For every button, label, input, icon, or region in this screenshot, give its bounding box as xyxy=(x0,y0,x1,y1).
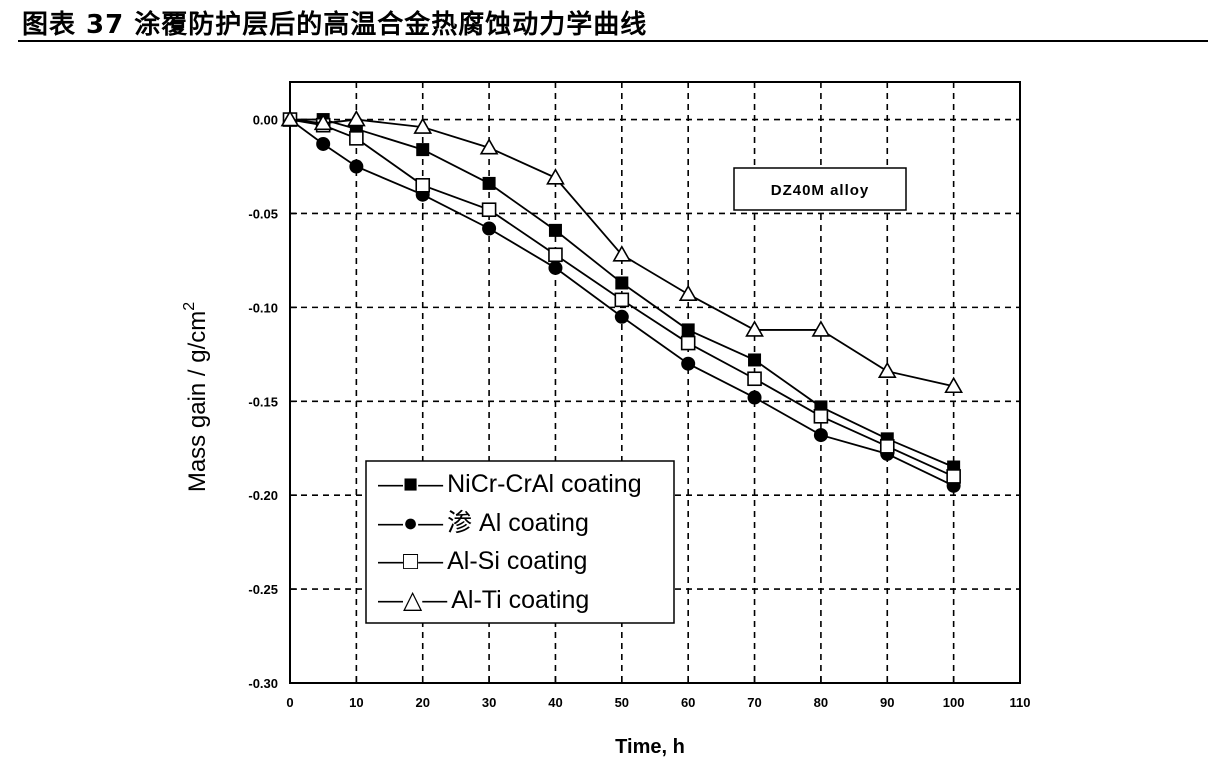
data-point xyxy=(747,390,762,405)
legend-entry-al: —●— 渗 Al coating xyxy=(378,509,589,537)
data-point xyxy=(614,292,630,308)
data-point xyxy=(747,371,762,387)
data-point xyxy=(681,356,696,371)
x-axis-title: Time, h xyxy=(615,736,685,758)
data-point xyxy=(678,284,698,302)
data-point xyxy=(481,202,497,218)
data-point xyxy=(614,309,629,324)
data-point xyxy=(680,335,696,351)
data-point xyxy=(349,131,364,146)
title-rule xyxy=(18,40,1208,42)
legend-entry-al-ti: —△— Al-Ti coating xyxy=(378,586,589,614)
data-point xyxy=(748,353,762,367)
data-point xyxy=(482,176,496,190)
data-point xyxy=(413,117,433,134)
data-point xyxy=(548,260,563,275)
x-tick-label: 40 xyxy=(548,695,562,710)
x-tick-label: 10 xyxy=(349,695,363,710)
annotation-text: DZ40M alloy xyxy=(771,182,870,199)
x-tick-label: 70 xyxy=(747,695,761,710)
data-point xyxy=(745,320,764,337)
legend: —■— NiCr-CrAl coating —●— 渗 Al coating —□—… xyxy=(365,460,675,624)
y-axis-title: Mass gain / g/cm2 xyxy=(181,302,211,492)
y-tick-label: -0.10 xyxy=(248,300,278,315)
data-point xyxy=(615,276,629,290)
data-point xyxy=(813,409,829,424)
data-point xyxy=(416,143,430,157)
y-tick-label: 0.00 xyxy=(253,113,278,128)
series-3 xyxy=(282,112,961,484)
data-point xyxy=(612,245,632,262)
data-point xyxy=(879,439,895,454)
data-point xyxy=(346,109,366,127)
data-point xyxy=(681,323,695,337)
y-tick-label: -0.30 xyxy=(248,676,278,691)
data-point xyxy=(280,109,300,127)
y-tick-label: -0.05 xyxy=(248,206,278,221)
data-point xyxy=(944,376,964,394)
data-point xyxy=(877,361,897,379)
data-point xyxy=(813,428,828,443)
data-point xyxy=(548,247,563,263)
annotation-box: DZ40M alloy xyxy=(733,167,907,211)
data-point xyxy=(415,177,431,193)
figure-title: 图表 37 涂覆防护层后的高温合金热腐蚀动力学曲线 xyxy=(22,10,648,40)
y-tick-label: -0.20 xyxy=(248,488,278,503)
series-4 xyxy=(280,109,964,394)
data-point xyxy=(479,138,499,155)
legend-entry-nicr-cral: —■— NiCr-CrAl coating xyxy=(378,470,642,498)
plot-frame xyxy=(289,81,1021,684)
x-tick-label: 60 xyxy=(681,695,695,710)
legend-frame xyxy=(365,460,675,624)
data-point xyxy=(313,113,333,131)
y-tick-label: -0.15 xyxy=(248,394,278,409)
x-tick-label: 30 xyxy=(482,695,496,710)
x-tick-label: 50 xyxy=(615,695,629,710)
data-point xyxy=(482,221,497,236)
y-tick-label: -0.25 xyxy=(248,582,278,597)
x-tick-label: 80 xyxy=(814,695,828,710)
x-tick-label: 90 xyxy=(880,695,894,710)
x-tick-label: 110 xyxy=(1010,695,1031,710)
axis-ticks: 0 10 20 30 40 50 60 70 80 90 100 110 0.00 -0.05 -0.10 -… xyxy=(248,113,1030,710)
annotation-frame xyxy=(733,167,907,211)
data-point xyxy=(316,136,331,151)
data-point xyxy=(349,159,364,174)
data-point xyxy=(946,469,961,484)
data-point xyxy=(811,320,831,337)
x-tick-label: 0 xyxy=(286,695,293,710)
x-tick-label: 20 xyxy=(415,695,429,710)
legend-entry-al-si: —□— Al-Si coating xyxy=(378,547,587,575)
data-point xyxy=(548,223,562,237)
data-point xyxy=(546,168,565,185)
x-tick-label: 100 xyxy=(943,695,965,710)
series-layer xyxy=(280,109,964,493)
